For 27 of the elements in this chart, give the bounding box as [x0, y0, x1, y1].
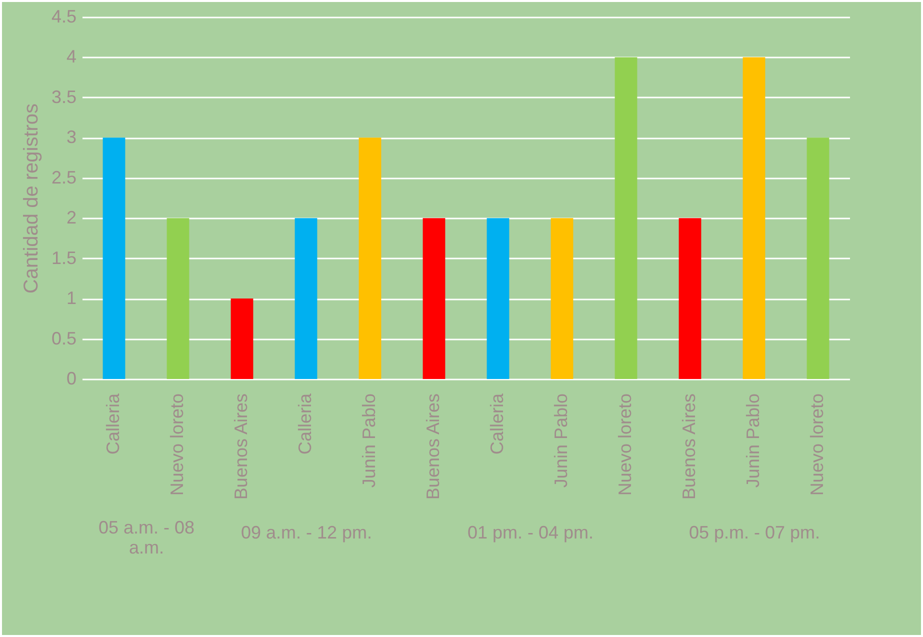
x-axis-title: 05 p.m. - 07 pm. — [688, 522, 820, 543]
y-tick-label: 0.5 — [51, 328, 76, 348]
y-tick-label: 3 — [66, 127, 76, 148]
x-tick-label: Buenos Aires — [231, 394, 251, 500]
x-axis-title: 01 pm. - 04 pm. — [467, 522, 594, 543]
x-tick-label: Nuevo loreto — [167, 394, 187, 496]
y-axis-title: Cantidad de registros — [20, 103, 42, 294]
x-tick-label: Junin Pablo — [743, 394, 763, 488]
x-tick-label: Buenos Aires — [423, 394, 443, 500]
y-tick-label: 4.5 — [51, 6, 76, 26]
y-tick-label: 0 — [66, 368, 76, 388]
y-tick-label: 2.5 — [51, 167, 76, 188]
x-tick-label: Nuevo loreto — [615, 394, 635, 496]
x-tick-label: Nuevo loreto — [807, 394, 827, 496]
y-tick-label: 4 — [66, 46, 76, 67]
x-tick-label: Buenos Aires — [679, 394, 699, 500]
y-tick-label: 2 — [66, 208, 76, 228]
x-tick-label: Calleria — [295, 392, 315, 455]
x-axis-title: 05 a.m. - 08 a.m. — [98, 518, 195, 558]
x-axis-title: 09 a.m. - 12 pm. — [240, 522, 372, 543]
x-tick-label: Calleria — [487, 392, 507, 455]
x-tick-label: Junin Pablo — [359, 394, 379, 488]
y-tick-label: 1 — [66, 288, 76, 308]
y-tick-label: 3.5 — [51, 86, 76, 107]
x-tick-label: Junin Pablo — [551, 394, 571, 488]
y-tick-label: 1.5 — [51, 248, 76, 268]
x-tick-label: Calleria — [103, 392, 123, 455]
